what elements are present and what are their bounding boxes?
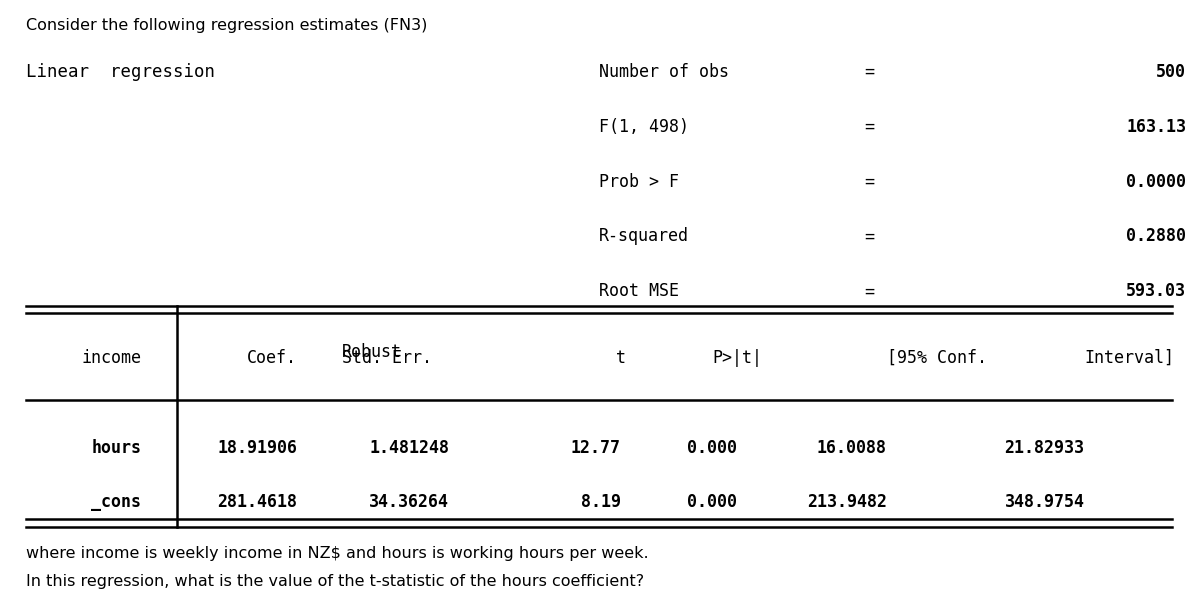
Text: =: = [864, 282, 874, 300]
Text: 163.13: 163.13 [1127, 118, 1187, 136]
Text: 0.000: 0.000 [686, 493, 737, 510]
Text: _cons: _cons [91, 493, 142, 510]
Text: In this regression, what is the value of the t-statistic of the hours coefficien: In this regression, what is the value of… [26, 574, 644, 589]
Text: Root MSE: Root MSE [599, 282, 679, 300]
Text: =: = [864, 63, 874, 81]
Text: 593.03: 593.03 [1127, 282, 1187, 300]
Text: Number of obs: Number of obs [599, 63, 730, 81]
Text: =: = [864, 227, 874, 245]
Text: Interval]: Interval] [1085, 349, 1175, 367]
Text: 500: 500 [1157, 63, 1187, 81]
Text: t: t [616, 349, 625, 367]
Text: 281.4618: 281.4618 [217, 493, 298, 510]
Text: 0.0000: 0.0000 [1127, 173, 1187, 190]
Text: 18.91906: 18.91906 [217, 439, 298, 457]
Text: Linear  regression: Linear regression [26, 63, 215, 81]
Text: 16.0088: 16.0088 [817, 439, 887, 457]
Text: 348.9754: 348.9754 [1004, 493, 1085, 510]
Text: Std. Err.: Std. Err. [342, 349, 432, 367]
Text: Coef.: Coef. [247, 349, 298, 367]
Text: 0.000: 0.000 [686, 439, 737, 457]
Text: F(1, 498): F(1, 498) [599, 118, 689, 136]
Text: P>|t|: P>|t| [712, 349, 762, 367]
Text: Consider the following regression estimates (FN3): Consider the following regression estima… [26, 18, 427, 33]
Text: 21.82933: 21.82933 [1004, 439, 1085, 457]
Text: 34.36264: 34.36264 [370, 493, 449, 510]
Text: where income is weekly income in NZ$ and hours is working hours per week.: where income is weekly income in NZ$ and… [26, 546, 649, 561]
Text: Prob > F: Prob > F [599, 173, 679, 190]
Text: R-squared: R-squared [599, 227, 689, 245]
Text: 1.481248: 1.481248 [370, 439, 449, 457]
Text: 213.9482: 213.9482 [806, 493, 887, 510]
Text: 8.19: 8.19 [581, 493, 620, 510]
Text: 12.77: 12.77 [571, 439, 620, 457]
Text: income: income [82, 349, 142, 367]
Text: =: = [864, 118, 874, 136]
Text: 0.2880: 0.2880 [1127, 227, 1187, 245]
Text: [95% Conf.: [95% Conf. [887, 349, 986, 367]
Text: Robust: Robust [342, 343, 402, 361]
Text: =: = [864, 173, 874, 190]
Text: hours: hours [91, 439, 142, 457]
